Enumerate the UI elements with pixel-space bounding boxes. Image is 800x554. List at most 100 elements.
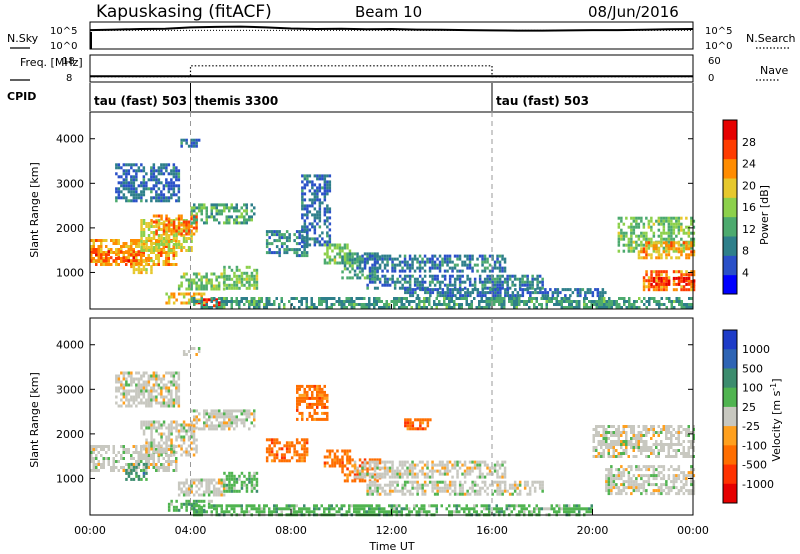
- power-cell: [182, 246, 186, 249]
- power-cell: [343, 246, 347, 250]
- power-cell: [404, 288, 407, 292]
- velocity-cell: [423, 475, 427, 479]
- power-cell: [508, 277, 512, 281]
- velocity-cell: [205, 478, 208, 482]
- velocity-cell: [200, 493, 203, 497]
- velocity-cell: [336, 461, 339, 465]
- velocity-cell: [533, 507, 536, 511]
- velocity-cell: [495, 510, 498, 514]
- power-cell: [172, 263, 175, 266]
- velocity-cell: [441, 460, 444, 464]
- power-cell: [235, 277, 239, 281]
- velocity-cell: [435, 504, 438, 508]
- power-cell: [642, 256, 646, 260]
- power-cell: [464, 294, 467, 298]
- power-cell: [539, 291, 542, 295]
- power-cell: [238, 280, 241, 284]
- power-cell: [125, 178, 128, 182]
- power-cell: [433, 266, 437, 270]
- power-cell: [428, 269, 432, 273]
- power-cell: [203, 304, 206, 308]
- power-cell: [375, 300, 378, 303]
- power-cell: [431, 266, 434, 270]
- power-cell: [660, 303, 663, 306]
- velocity-cell: [436, 489, 439, 493]
- velocity-cell: [127, 465, 131, 469]
- velocity-cell: [296, 387, 299, 391]
- power-cell: [433, 277, 437, 281]
- power-cell: [210, 284, 213, 288]
- velocity-cell: [396, 489, 399, 493]
- velocity-cell: [443, 466, 447, 470]
- power-cell: [660, 216, 663, 220]
- velocity-cell: [230, 415, 233, 419]
- velocity-cell: [235, 418, 238, 422]
- power-cell: [566, 288, 570, 292]
- power-cell: [165, 196, 168, 200]
- velocity-cell: [308, 402, 311, 406]
- velocity-cell: [328, 510, 331, 514]
- power-cell: [424, 291, 427, 295]
- velocity-cell: [225, 474, 229, 478]
- power-cell: [657, 270, 661, 274]
- power-cell: [416, 266, 419, 270]
- power-cell: [655, 300, 658, 303]
- power-cell: [544, 291, 547, 295]
- power-cell: [157, 246, 161, 249]
- power-cell: [172, 243, 176, 246]
- power-cell: [323, 219, 327, 223]
- velocity-cell: [215, 481, 218, 485]
- power-cell: [613, 300, 616, 303]
- power-cell: [458, 306, 461, 309]
- power-cell: [323, 261, 327, 265]
- power-cell: [175, 254, 178, 257]
- velocity-cell: [190, 484, 193, 488]
- power-cell: [391, 280, 394, 284]
- power-cell: [293, 239, 296, 243]
- power-cell: [413, 300, 416, 303]
- power-cell: [197, 278, 201, 282]
- power-cell: [443, 300, 446, 303]
- velocity-cell: [182, 350, 186, 353]
- power-cell: [677, 216, 681, 220]
- power-cell: [175, 184, 178, 188]
- velocity-cell: [152, 463, 155, 466]
- power-cell: [541, 277, 544, 281]
- power-cell: [238, 268, 241, 272]
- velocity-cell: [370, 510, 373, 514]
- velocity-cell: [285, 459, 289, 463]
- velocity-cell: [230, 424, 233, 428]
- power-cell: [318, 243, 322, 247]
- velocity-cell: [175, 466, 178, 469]
- velocity-cell: [473, 463, 477, 467]
- velocity-cell: [115, 389, 118, 393]
- velocity-cell: [403, 507, 406, 511]
- velocity-cell: [137, 395, 141, 399]
- velocity-cell: [283, 459, 286, 463]
- velocity-cell: [478, 472, 482, 476]
- velocity-cell: [132, 445, 135, 448]
- power-cell: [105, 259, 108, 263]
- power-cell: [647, 225, 651, 229]
- power-cell: [421, 277, 424, 281]
- velocity-cell: [152, 383, 156, 387]
- power-cell: [508, 297, 511, 300]
- velocity-cell: [331, 449, 334, 453]
- power-cell: [326, 246, 329, 250]
- power-cell: [275, 245, 279, 249]
- velocity-cell: [255, 483, 259, 487]
- velocity-cell: [501, 475, 504, 479]
- power-cell: [555, 300, 558, 303]
- power-cell: [155, 181, 158, 185]
- velocity-cell: [155, 371, 158, 375]
- power-cell: [383, 254, 387, 258]
- velocity-cell: [305, 510, 308, 514]
- power-cell: [140, 169, 143, 173]
- power-cell: [351, 267, 354, 271]
- velocity-cell: [150, 441, 153, 445]
- power-cell: [493, 303, 496, 306]
- power-cell: [330, 297, 333, 300]
- power-cell: [102, 239, 105, 242]
- power-cell: [647, 288, 651, 292]
- velocity-cell: [306, 396, 309, 400]
